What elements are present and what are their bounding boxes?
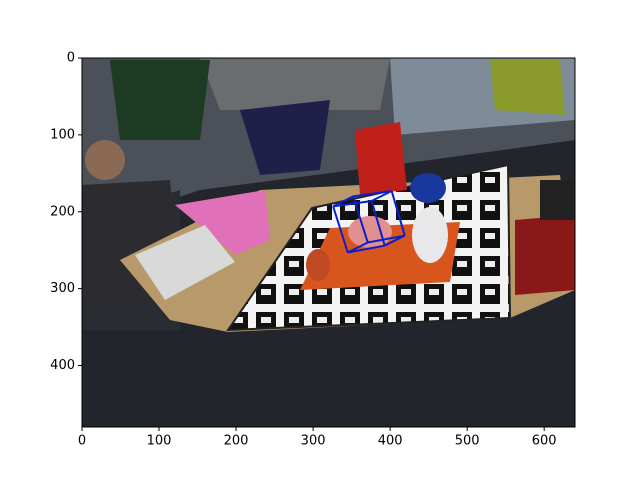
y-tick-label: 400 [50,358,75,373]
box-edge [332,199,372,208]
y-tick-label: 0 [67,51,75,66]
axes-frame [81,57,576,428]
box-edge [371,190,393,202]
box-edge [367,234,405,244]
y-tick-label: 300 [50,281,75,296]
photo [82,58,575,427]
box-edge [384,234,406,247]
x-tick-label: 200 [224,434,249,449]
box-edge [352,196,369,243]
box-edge [390,190,406,236]
box-edge [370,200,386,246]
x-tick-label: 400 [378,434,403,449]
x-tick-label: 300 [301,434,326,449]
x-tick-label: 500 [455,434,480,449]
y-tick-label: 200 [50,204,75,219]
box-edge [332,195,354,208]
axes-ticks: 0 100 200 300 400 500 600 0 100 200 300 400 [50,51,556,449]
y-tick-label: 100 [50,127,75,142]
box-edge [347,244,385,254]
x-tick-label: 600 [532,434,557,449]
box-overlay [332,190,406,254]
box-edge [332,206,349,253]
box-edge [353,190,392,198]
x-tick-label: 0 [78,434,86,449]
x-tick-label: 100 [147,434,172,449]
box-edge [347,241,369,254]
